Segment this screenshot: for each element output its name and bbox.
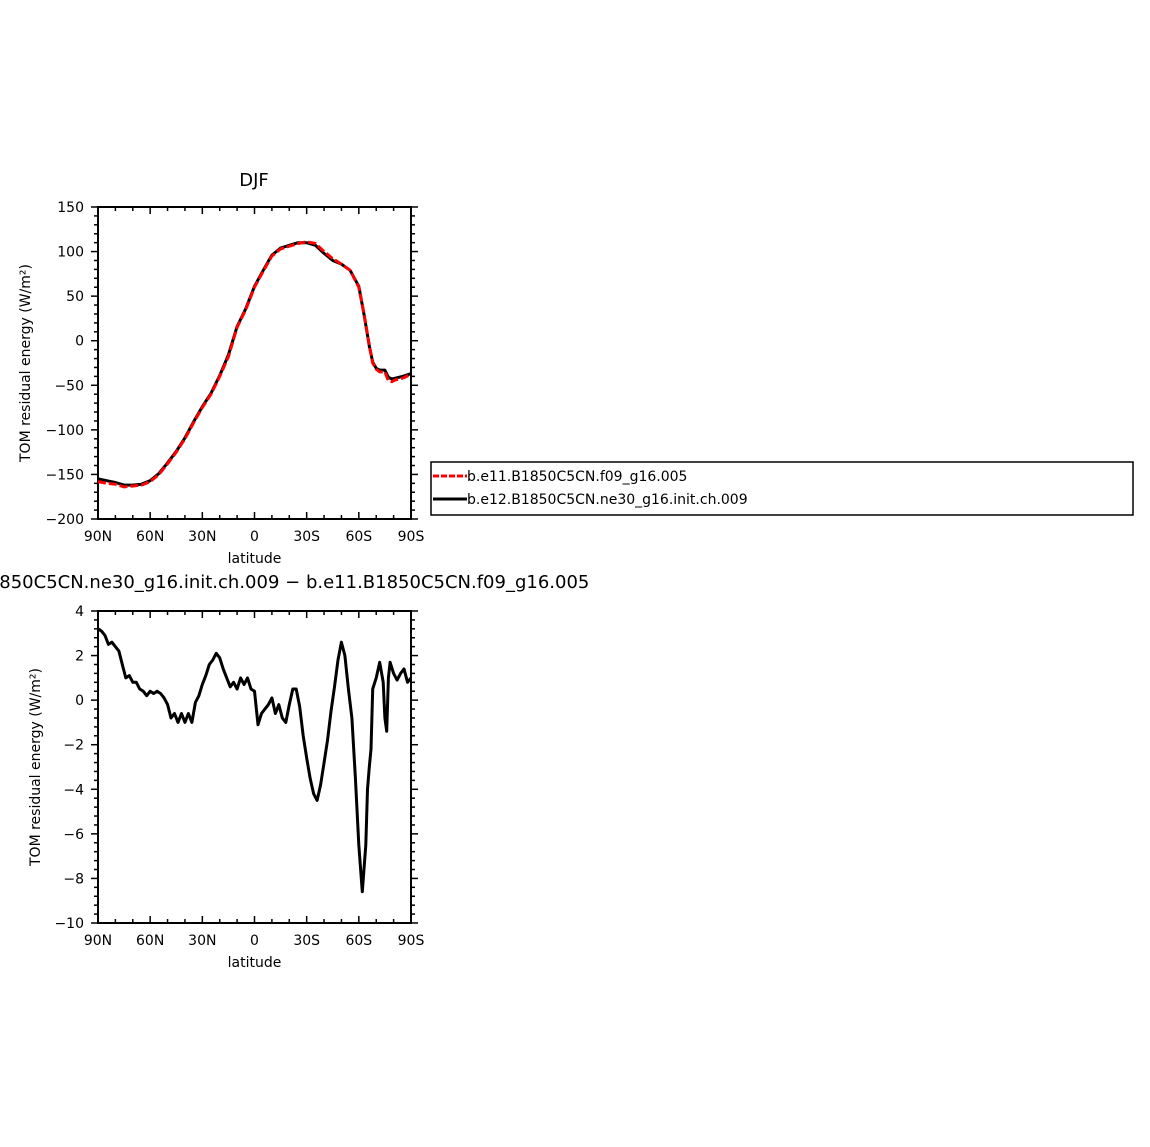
plot-frame-1	[97, 206, 412, 520]
y-tick-label: −4	[63, 782, 84, 798]
x-tick-label: 30S	[293, 933, 320, 949]
x-tick-label: 0	[250, 529, 259, 545]
legend-label-1: b.e11.B1850C5CN.f09_g16.005	[467, 469, 687, 485]
x-tick-label: 0	[250, 933, 259, 949]
y-tick-label: 100	[57, 245, 84, 261]
x-tick-label: 90N	[84, 933, 112, 949]
y-axis-title: TOM residual energy (W/m²)	[28, 668, 44, 867]
x-tick-label: 30N	[188, 529, 216, 545]
x-tick-label: 60N	[136, 933, 164, 949]
y-tick-label: −6	[63, 827, 84, 843]
series-line-2	[97, 241, 412, 487]
x-tick-label: 30S	[293, 529, 320, 545]
plot-title-1: DJF	[239, 170, 269, 191]
x-axis-title: latitude	[228, 955, 282, 971]
x-tick-label: 60S	[345, 529, 372, 545]
y-axis-title: TOM residual energy (W/m²)	[18, 264, 34, 463]
series-line-1	[97, 240, 412, 489]
x-axis-title: latitude	[228, 551, 282, 567]
y-tick-label: −8	[63, 871, 84, 887]
y-tick-label: −2	[63, 738, 84, 754]
y-tick-label: −200	[46, 512, 84, 528]
legend-label-2: b.e12.B1850C5CN.ne30_g16.init.ch.009	[467, 492, 748, 508]
y-tick-label: 0	[75, 334, 84, 350]
y-tick-label: 50	[66, 289, 84, 305]
x-tick-label: 30N	[188, 933, 216, 949]
x-tick-label: 90N	[84, 529, 112, 545]
y-tick-label: 0	[75, 693, 84, 709]
series-line-1	[97, 627, 413, 894]
x-tick-label: 90S	[398, 933, 425, 949]
legend-box	[430, 461, 1134, 516]
y-tick-label: −10	[54, 916, 84, 932]
y-tick-label: −100	[46, 423, 84, 439]
y-tick-label: 2	[75, 649, 84, 665]
x-tick-label: 60N	[136, 529, 164, 545]
x-tick-label: 60S	[345, 933, 372, 949]
y-tick-label: 150	[57, 200, 84, 216]
y-tick-label: 4	[75, 604, 84, 620]
plot-title-2: b.e12.B1850C5CN.ne30_g16.init.ch.009 − b…	[0, 572, 589, 593]
x-tick-label: 90S	[398, 529, 425, 545]
y-tick-label: −150	[46, 467, 84, 483]
y-tick-label: −50	[54, 378, 84, 394]
